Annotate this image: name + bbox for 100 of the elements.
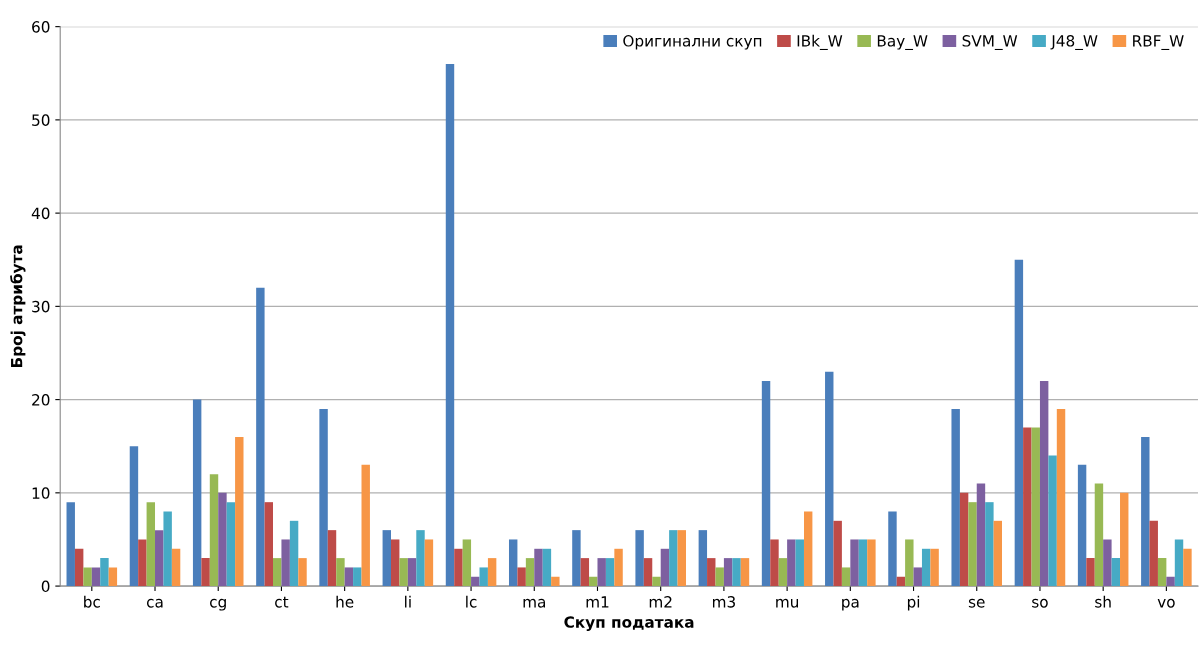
- bar: [171, 548, 181, 587]
- bar: [905, 539, 914, 587]
- bar: [273, 558, 282, 587]
- bar: [930, 548, 939, 587]
- bar: [201, 558, 210, 587]
- bar: [740, 558, 750, 587]
- bar: [407, 558, 417, 587]
- bar: [1056, 408, 1066, 587]
- x-tick-label: ct: [275, 596, 289, 608]
- bar: [289, 520, 299, 587]
- bar: [1094, 483, 1104, 587]
- bar: [344, 567, 354, 587]
- legend-label: IBk_W: [797, 34, 843, 51]
- bar: [361, 464, 370, 587]
- x-tick-label: bc: [84, 595, 100, 608]
- x-tick-label: vo: [1157, 598, 1175, 608]
- bar: [281, 539, 290, 587]
- bar: [652, 576, 661, 587]
- bar: [264, 502, 274, 587]
- y-tick-label: 40: [31, 207, 50, 220]
- bar: [391, 539, 400, 587]
- bar: [353, 567, 362, 587]
- bar: [108, 567, 118, 587]
- bar: [572, 530, 581, 587]
- bar: [677, 530, 686, 587]
- y-tick-label: 50: [32, 114, 50, 126]
- bar: [858, 539, 868, 587]
- x-tick-label: m2: [649, 596, 672, 608]
- bar: [1183, 548, 1192, 587]
- legend-label: J48_W: [1050, 35, 1098, 51]
- bar: [867, 539, 876, 587]
- bar: [888, 511, 897, 587]
- bar: [218, 492, 227, 587]
- bar: [525, 558, 535, 587]
- bar: [1103, 539, 1112, 587]
- legend-label: SVM_W: [962, 35, 1018, 51]
- bar: [1157, 558, 1167, 587]
- bar: [770, 539, 779, 587]
- bar: [1086, 558, 1095, 587]
- x-axis-title: Скуп података: [564, 616, 694, 631]
- bar: [534, 548, 543, 587]
- bar: [298, 558, 307, 587]
- bar: [129, 446, 139, 587]
- bar: [479, 567, 488, 587]
- bar: [91, 567, 101, 587]
- bar: [1174, 539, 1184, 587]
- bar: [669, 530, 678, 587]
- bar: [1023, 427, 1032, 587]
- bar: [850, 539, 859, 587]
- bar: [319, 408, 328, 587]
- x-tick-label: mu: [776, 598, 799, 608]
- bar: [471, 576, 480, 587]
- bar: [192, 399, 202, 587]
- y-tick-label: 20: [32, 394, 50, 406]
- x-tick-label: pa: [842, 598, 859, 611]
- bar: [138, 539, 147, 587]
- bar: [614, 548, 623, 587]
- y-axis-title: Број атрибута: [10, 245, 26, 368]
- bar: [723, 558, 733, 587]
- bar: [416, 530, 425, 587]
- bar: [256, 287, 265, 587]
- bar: [951, 408, 960, 587]
- bar: [399, 558, 408, 587]
- bar: [163, 511, 172, 587]
- bar: [985, 502, 994, 587]
- bar: [597, 558, 606, 587]
- bar: [921, 548, 931, 587]
- x-tick-label: sh: [1095, 595, 1111, 608]
- x-tick-label: pi: [907, 595, 920, 611]
- bar: [580, 558, 590, 587]
- bar: [1141, 436, 1150, 587]
- bar: [1077, 464, 1087, 587]
- bar: [462, 539, 472, 587]
- bar: [209, 474, 219, 587]
- bar: [589, 576, 598, 587]
- x-tick-label: cg: [210, 598, 226, 611]
- bar: [795, 539, 804, 587]
- bar: [508, 539, 518, 587]
- bar: [698, 530, 708, 587]
- y-tick-label: 10: [32, 487, 50, 499]
- bar: [155, 530, 164, 587]
- bar: [226, 502, 236, 587]
- bar: [715, 567, 724, 587]
- legend-label: Bay_W: [877, 35, 928, 51]
- bar: [235, 436, 244, 587]
- bar: [787, 539, 796, 587]
- legend-label: RBF_W: [1133, 35, 1184, 51]
- bar: [1120, 492, 1129, 587]
- bar: [445, 63, 455, 587]
- bar: [1039, 380, 1049, 587]
- bar: [100, 558, 109, 587]
- bar: [635, 530, 644, 587]
- bar: [643, 558, 653, 587]
- bar: [707, 558, 716, 587]
- bar: [382, 530, 391, 587]
- bar: [424, 539, 434, 587]
- bar: [841, 567, 851, 587]
- x-tick-label: li: [405, 595, 411, 608]
- x-tick-label: lc: [466, 595, 477, 608]
- bar: [660, 548, 670, 587]
